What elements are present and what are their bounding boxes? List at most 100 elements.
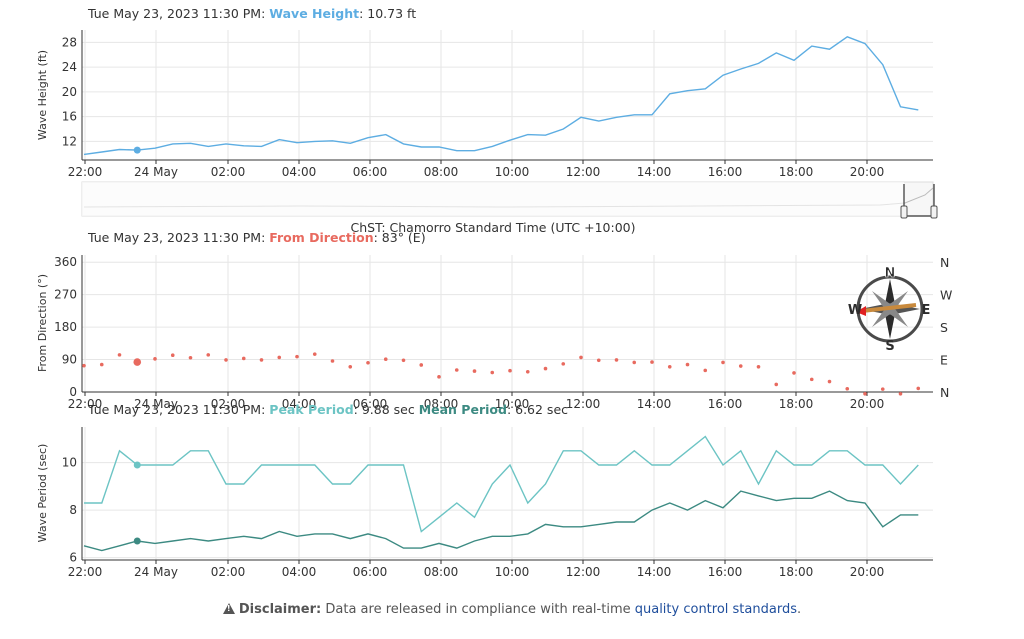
series-point — [295, 354, 299, 359]
series-line — [83, 36, 919, 156]
x-tick-label: 24 May — [134, 165, 178, 179]
series-point — [224, 358, 228, 362]
x-tick-label: 06:00 — [353, 397, 388, 411]
series-line — [83, 490, 919, 552]
compass-label-w: W — [848, 303, 862, 318]
series-point — [792, 371, 796, 375]
series-point — [525, 370, 530, 374]
chart-direction: Tue May 23, 2023 11:30 PM: From Directio… — [36, 230, 952, 411]
series-point — [312, 352, 317, 356]
navigator-left-handle — [900, 205, 908, 219]
chart-wave-period: Tue May 23, 2023 11:30 PM: Peak Period: … — [36, 402, 933, 579]
x-tick-label: 20:00 — [850, 565, 885, 579]
x-tick-label: 04:00 — [282, 397, 317, 411]
y-tick-label: 28 — [62, 35, 77, 49]
series-point — [170, 353, 175, 358]
series-point — [916, 386, 921, 391]
y-axis-label: From Direction (°) — [36, 274, 49, 372]
x-tick-label: 20:00 — [850, 165, 885, 179]
x-tick-label: 02:00 — [211, 565, 246, 579]
series-point — [845, 386, 850, 391]
series-point — [99, 362, 104, 367]
series-point — [809, 377, 814, 382]
series-point — [650, 360, 654, 364]
navigator-window — [903, 184, 935, 217]
disclaimer-end: . — [796, 602, 802, 617]
navigator-right-handle — [930, 205, 938, 219]
quality-control-link[interactable]: quality control standards — [634, 602, 797, 617]
series-point — [685, 362, 690, 367]
header-series-value: : 6.62 sec — [507, 402, 568, 417]
x-tick-label: 22:00 — [68, 565, 103, 579]
series-point — [738, 364, 743, 368]
disclaimer: Disclaimer: Data are released in complia… — [0, 602, 1024, 617]
hover-marker — [133, 146, 141, 154]
series-point — [259, 358, 264, 362]
series-point — [756, 364, 761, 369]
series-point — [454, 368, 459, 372]
x-tick-label: 10:00 — [495, 165, 530, 179]
y-tick-label: 16 — [62, 110, 77, 124]
series-point — [490, 370, 495, 375]
hover-marker — [133, 537, 141, 545]
x-tick-label: 06:00 — [353, 165, 388, 179]
y-tick-label: 10 — [62, 456, 77, 470]
x-tick-label: 14:00 — [637, 397, 672, 411]
range-navigator: ChST: Chamorro Standard Time (UTC +10:00… — [81, 181, 938, 235]
series-point — [82, 363, 86, 368]
x-tick-label: 18:00 — [779, 565, 814, 579]
chart-header: Tue May 23, 2023 11:30 PM: Peak Period: … — [87, 402, 568, 417]
series-point — [596, 358, 601, 363]
y-tick-label: 360 — [54, 255, 77, 269]
series-point — [153, 357, 157, 361]
hover-marker — [133, 461, 141, 469]
x-tick-label: 12:00 — [566, 565, 601, 579]
series-point — [667, 364, 672, 369]
series-point — [543, 366, 548, 371]
y-tick-label: 24 — [62, 60, 77, 74]
series-point — [419, 363, 424, 367]
series-point — [579, 355, 583, 360]
header-series-value: : 9.88 sec — [354, 402, 419, 417]
header-series-value: : 10.73 ft — [359, 6, 416, 21]
x-tick-label: 12:00 — [566, 397, 601, 411]
y-tick-label: 8 — [69, 503, 77, 517]
chart-header: Tue May 23, 2023 11:30 PM: Wave Height: … — [87, 6, 416, 21]
direction-arrow — [861, 303, 917, 313]
series-point — [827, 379, 832, 384]
timezone-label: ChST: Chamorro Standard Time (UTC +10:00… — [351, 220, 636, 235]
series-point — [383, 357, 388, 361]
x-tick-label: 10:00 — [495, 397, 530, 411]
header-series-name: From Direction — [269, 230, 373, 245]
charts-canvas: Tue May 23, 2023 11:30 PM: Wave Height: … — [36, 6, 952, 579]
series-point — [898, 392, 903, 396]
y-tick-label: 90 — [62, 353, 77, 367]
x-tick-label: 12:00 — [566, 165, 601, 179]
x-tick-label: 08:00 — [424, 397, 459, 411]
hover-marker — [133, 358, 142, 366]
y-axis-label: Wave Height (ft) — [36, 50, 49, 140]
series-point — [472, 369, 477, 373]
series-point — [508, 368, 512, 373]
header-series-name: Wave Height — [269, 6, 359, 21]
y-tick-label: 12 — [62, 134, 77, 148]
x-tick-label: 24 May — [134, 397, 178, 411]
disclaimer-label: Disclaimer: — [238, 602, 322, 617]
x-tick-label: 14:00 — [637, 565, 672, 579]
right-direction-label: N — [940, 255, 949, 270]
x-tick-label: 22:00 — [68, 165, 103, 179]
y-tick-label: 270 — [54, 288, 77, 302]
compass-ring — [856, 275, 924, 343]
y-tick-label: 6 — [69, 551, 77, 565]
x-tick-label: 08:00 — [424, 165, 459, 179]
series-point — [863, 392, 867, 396]
x-tick-label: 10:00 — [495, 565, 530, 579]
y-axis-label: Wave Period (sec) — [36, 444, 49, 543]
y-tick-label: 0 — [69, 385, 77, 399]
series-point — [721, 360, 725, 365]
series-point — [880, 387, 885, 391]
x-tick-label: 08:00 — [424, 565, 459, 579]
x-tick-label: 14:00 — [637, 165, 672, 179]
chart-header: Tue May 23, 2023 11:30 PM: From Directio… — [87, 230, 426, 245]
series-point — [348, 364, 353, 369]
